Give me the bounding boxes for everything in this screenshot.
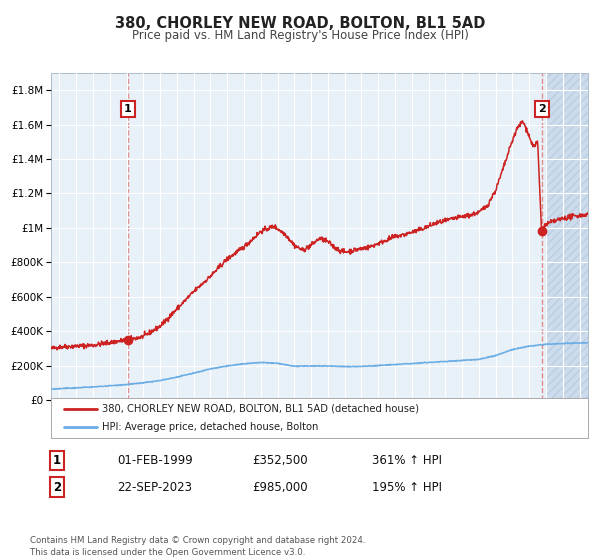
Text: 2: 2 [53,480,61,494]
Text: 380, CHORLEY NEW ROAD, BOLTON, BL1 5AD (detached house): 380, CHORLEY NEW ROAD, BOLTON, BL1 5AD (… [102,404,419,414]
Text: 380, CHORLEY NEW ROAD, BOLTON, BL1 5AD: 380, CHORLEY NEW ROAD, BOLTON, BL1 5AD [115,16,485,31]
Text: 195% ↑ HPI: 195% ↑ HPI [372,480,442,494]
Bar [546,73,588,400]
Text: 1: 1 [53,454,61,467]
Text: Contains HM Land Registry data © Crown copyright and database right 2024.
This d: Contains HM Land Registry data © Crown c… [30,536,365,557]
Text: 361% ↑ HPI: 361% ↑ HPI [372,454,442,467]
Text: HPI: Average price, detached house, Bolton: HPI: Average price, detached house, Bolt… [102,422,319,432]
Text: 2: 2 [538,104,545,114]
Bar [546,73,588,400]
Text: 1: 1 [124,104,132,114]
Text: 22-SEP-2023: 22-SEP-2023 [117,480,192,494]
Text: £352,500: £352,500 [252,454,308,467]
Text: 01-FEB-1999: 01-FEB-1999 [117,454,193,467]
Text: Price paid vs. HM Land Registry's House Price Index (HPI): Price paid vs. HM Land Registry's House … [131,29,469,42]
Text: £985,000: £985,000 [252,480,308,494]
